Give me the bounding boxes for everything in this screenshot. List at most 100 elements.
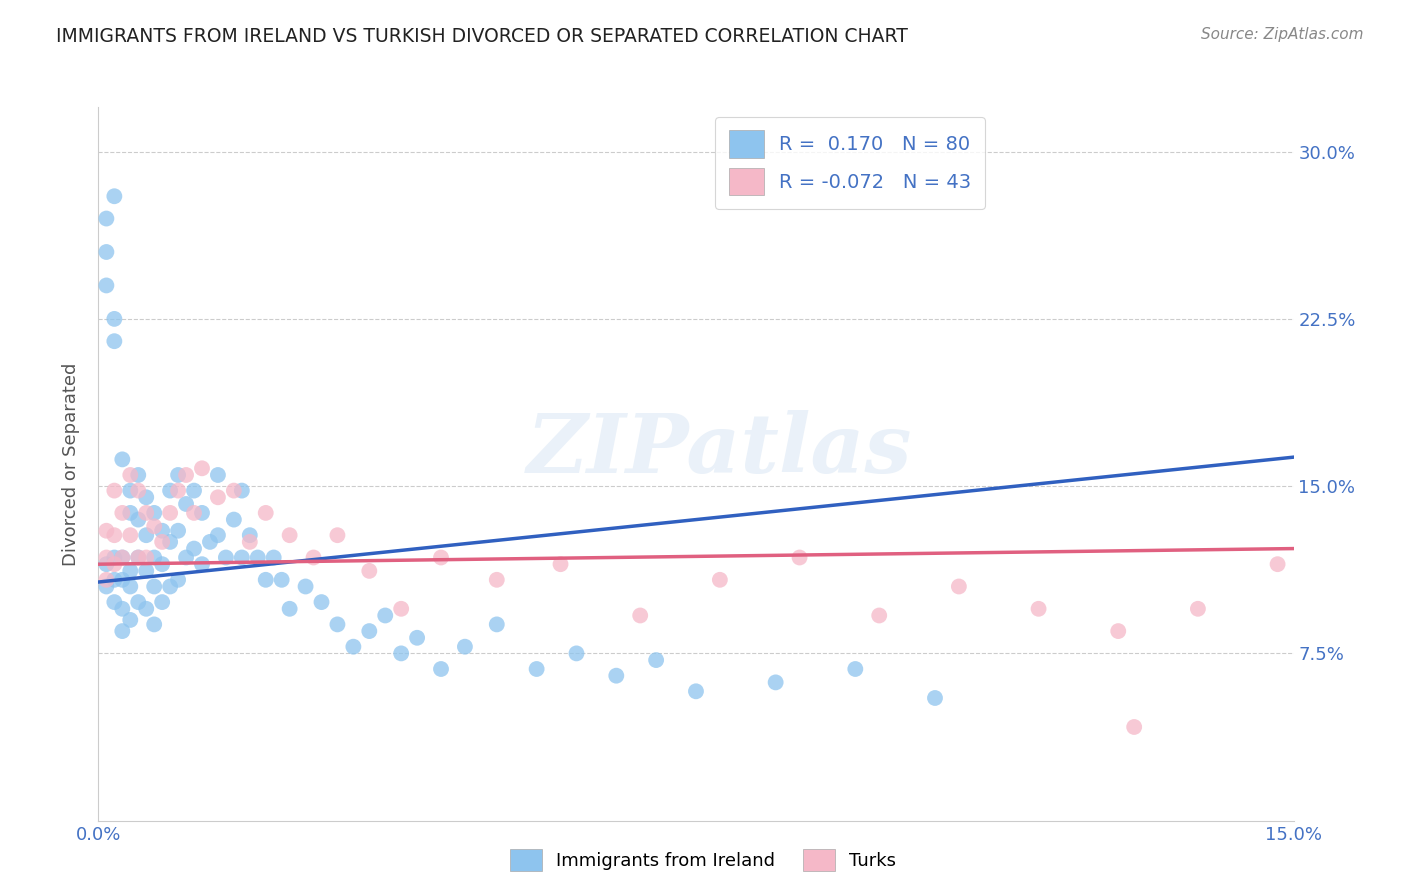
Point <box>103 550 125 565</box>
Point <box>127 468 149 483</box>
Point <box>174 468 197 483</box>
Point <box>359 564 381 578</box>
Point <box>191 506 214 520</box>
Point <box>111 602 134 616</box>
Point <box>191 557 214 572</box>
Point <box>326 617 349 632</box>
Point <box>645 653 668 667</box>
Point <box>120 468 142 483</box>
Point <box>222 483 245 498</box>
Point <box>844 662 866 676</box>
Point <box>103 334 125 349</box>
Text: IMMIGRANTS FROM IRELAND VS TURKISH DIVORCED OR SEPARATED CORRELATION CHART: IMMIGRANTS FROM IRELAND VS TURKISH DIVOR… <box>56 27 908 45</box>
Point <box>135 602 157 616</box>
Point <box>278 528 301 542</box>
Point <box>111 506 134 520</box>
Point <box>239 535 262 549</box>
Point <box>254 506 277 520</box>
Point <box>924 690 946 705</box>
Point <box>120 528 142 542</box>
Point <box>96 524 118 538</box>
Point <box>103 557 125 572</box>
Point <box>135 528 157 542</box>
Point <box>1107 624 1129 639</box>
Point <box>127 595 149 609</box>
Point <box>103 573 125 587</box>
Point <box>1267 557 1289 572</box>
Point <box>167 573 190 587</box>
Point <box>135 491 157 505</box>
Point <box>103 483 125 498</box>
Point <box>270 573 292 587</box>
Point <box>406 631 429 645</box>
Point <box>389 602 412 616</box>
Point <box>120 564 142 578</box>
Point <box>159 535 181 549</box>
Point <box>207 528 229 542</box>
Point <box>103 528 125 542</box>
Point <box>150 524 173 538</box>
Point <box>111 550 134 565</box>
Point <box>765 675 787 690</box>
Point <box>430 550 453 565</box>
Point <box>454 640 477 654</box>
Legend: R =  0.170   N = 80, R = -0.072   N = 43: R = 0.170 N = 80, R = -0.072 N = 43 <box>716 117 986 209</box>
Point <box>127 550 149 565</box>
Point <box>183 483 205 498</box>
Point <box>183 506 205 520</box>
Point <box>167 468 190 483</box>
Point <box>342 640 364 654</box>
Point <box>103 595 125 609</box>
Point <box>207 491 229 505</box>
Point <box>239 528 262 542</box>
Point <box>198 535 221 549</box>
Point <box>191 461 214 475</box>
Point <box>96 550 118 565</box>
Point <box>430 662 453 676</box>
Point <box>159 506 181 520</box>
Point <box>135 506 157 520</box>
Point <box>127 483 149 498</box>
Point <box>111 573 134 587</box>
Point <box>96 278 118 293</box>
Point <box>685 684 707 698</box>
Point <box>120 483 142 498</box>
Point <box>294 580 316 594</box>
Point <box>374 608 396 623</box>
Point <box>143 506 166 520</box>
Point <box>96 573 118 587</box>
Point <box>183 541 205 556</box>
Point <box>263 550 285 565</box>
Point <box>120 580 142 594</box>
Text: Source: ZipAtlas.com: Source: ZipAtlas.com <box>1201 27 1364 42</box>
Point <box>103 312 125 326</box>
Point <box>96 244 118 259</box>
Point <box>174 497 197 511</box>
Point <box>1187 602 1209 616</box>
Point <box>222 512 245 526</box>
Point <box>254 573 277 587</box>
Point <box>159 580 181 594</box>
Point <box>135 550 157 565</box>
Legend: Immigrants from Ireland, Turks: Immigrants from Ireland, Turks <box>502 842 904 879</box>
Point <box>127 512 149 526</box>
Point <box>246 550 269 565</box>
Point <box>150 535 173 549</box>
Point <box>96 557 118 572</box>
Point <box>174 550 197 565</box>
Point <box>167 483 190 498</box>
Point <box>111 452 134 467</box>
Point <box>215 550 238 565</box>
Point <box>96 580 118 594</box>
Point <box>709 573 731 587</box>
Point <box>135 564 157 578</box>
Point <box>526 662 548 676</box>
Point <box>550 557 572 572</box>
Point <box>207 468 229 483</box>
Point <box>278 602 301 616</box>
Point <box>359 624 381 639</box>
Point <box>1028 602 1050 616</box>
Point <box>868 608 890 623</box>
Point <box>789 550 811 565</box>
Point <box>565 646 588 660</box>
